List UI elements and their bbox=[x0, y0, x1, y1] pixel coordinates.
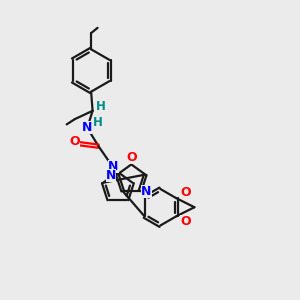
Text: N: N bbox=[106, 169, 116, 182]
Text: H: H bbox=[96, 100, 106, 113]
Text: O: O bbox=[127, 152, 137, 164]
Text: N: N bbox=[82, 122, 92, 134]
Text: O: O bbox=[70, 135, 80, 148]
Text: O: O bbox=[180, 215, 191, 228]
Text: H: H bbox=[93, 116, 103, 129]
Text: N: N bbox=[141, 184, 152, 197]
Text: N: N bbox=[108, 160, 119, 173]
Text: O: O bbox=[180, 186, 191, 199]
